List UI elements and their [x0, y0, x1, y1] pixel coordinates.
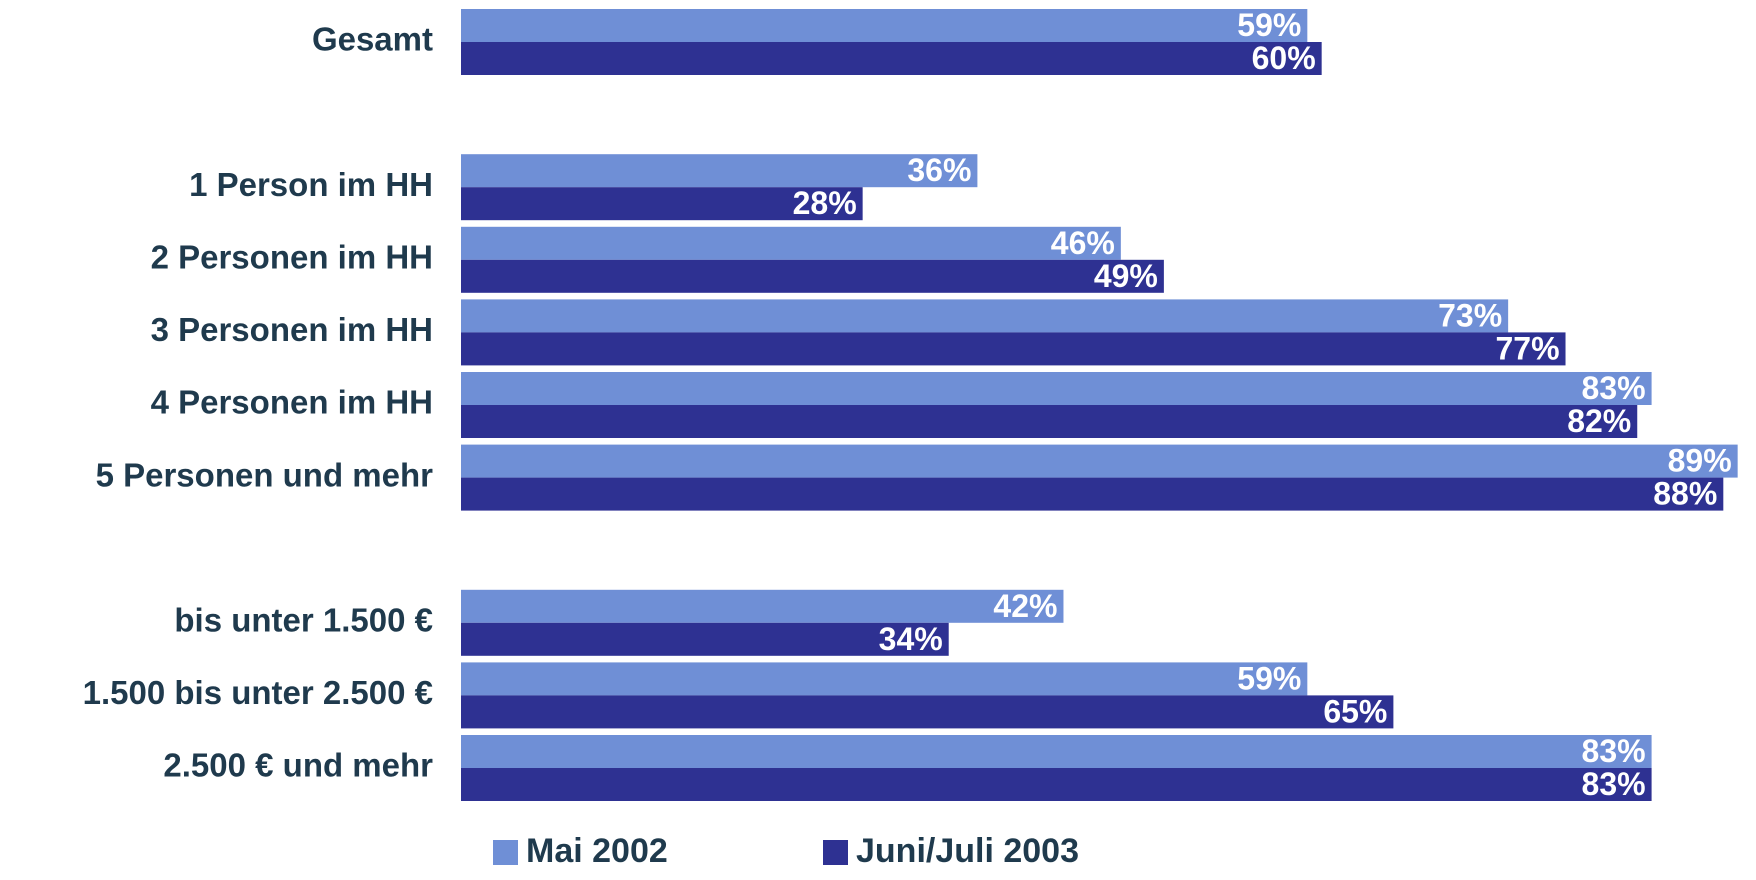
value-label: 59% — [1237, 7, 1301, 43]
value-label: 60% — [1252, 40, 1316, 76]
value-label: 42% — [993, 588, 1057, 624]
bar — [461, 154, 978, 188]
legend-label: Mai 2002 — [526, 832, 668, 870]
category-label: bis unter 1.500 € — [174, 602, 433, 639]
value-label: 88% — [1653, 476, 1717, 512]
legend-swatch — [823, 840, 848, 865]
bar — [461, 477, 1724, 511]
category-label: Gesamt — [312, 21, 433, 58]
bar — [461, 768, 1652, 801]
value-label: 34% — [879, 621, 943, 657]
value-label: 49% — [1094, 258, 1158, 294]
bar — [461, 622, 949, 656]
category-label: 5 Personen und mehr — [96, 456, 434, 493]
value-label: 65% — [1323, 693, 1387, 729]
value-label: 73% — [1438, 297, 1502, 333]
value-label: 77% — [1495, 330, 1559, 366]
value-label: 46% — [1051, 225, 1115, 261]
legend-label: Juni/Juli 2003 — [856, 832, 1079, 870]
value-label: 82% — [1567, 403, 1631, 439]
bar — [461, 405, 1638, 438]
category-label: 2.500 € und mehr — [163, 747, 433, 784]
bar — [461, 735, 1652, 768]
bar — [461, 42, 1322, 75]
category-label: 2 Personen im HH — [151, 239, 433, 276]
bar — [461, 9, 1308, 42]
value-label: 89% — [1668, 443, 1732, 479]
value-label: 83% — [1582, 370, 1646, 406]
value-label: 59% — [1237, 660, 1301, 696]
bar — [461, 444, 1738, 478]
value-label: 28% — [793, 185, 857, 221]
bar — [461, 226, 1121, 260]
bar — [461, 695, 1394, 729]
legend-swatch — [493, 840, 518, 865]
bar — [461, 372, 1652, 405]
value-label: 83% — [1582, 766, 1646, 802]
bar — [461, 187, 863, 221]
value-label: 36% — [907, 152, 971, 188]
category-label: 1 Person im HH — [189, 166, 433, 203]
bar — [461, 662, 1308, 696]
bar — [461, 589, 1064, 623]
bar — [461, 259, 1164, 293]
category-label: 1.500 bis unter 2.500 € — [83, 674, 433, 711]
bar — [461, 332, 1566, 366]
value-label: 83% — [1582, 733, 1646, 769]
category-label: 4 Personen im HH — [151, 384, 433, 421]
bar — [461, 299, 1509, 333]
category-label: 3 Personen im HH — [151, 311, 433, 348]
